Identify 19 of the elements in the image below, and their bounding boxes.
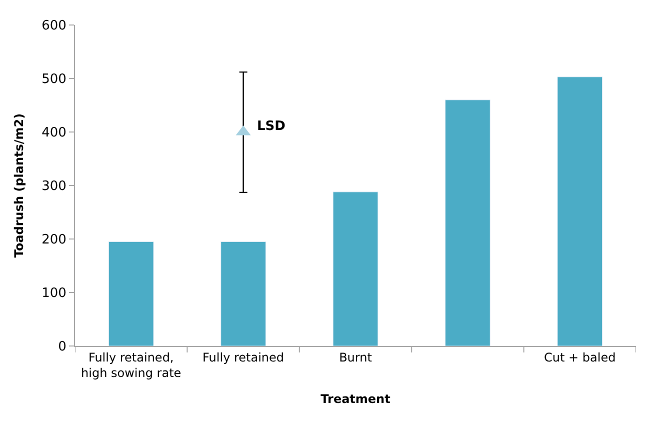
y-tick-label: 200	[42, 232, 66, 248]
y-tick-label: 500	[42, 72, 66, 88]
bar	[445, 100, 490, 346]
bar	[332, 192, 378, 346]
x-tick-label: Cut + baled	[544, 350, 616, 364]
bar	[108, 241, 154, 346]
x-tick-label: Burnt	[339, 350, 372, 364]
y-tick-label: 0	[58, 340, 66, 355]
y-axis-title: Toadrush (plants/m2)	[12, 113, 26, 258]
y-tick-label: 400	[42, 126, 66, 141]
annotation: LSD	[257, 119, 286, 134]
y-tick-label: 100	[42, 286, 66, 302]
bar	[557, 76, 603, 346]
bar	[220, 241, 266, 346]
y-tick-label: 600	[42, 18, 66, 34]
x-tick-label: Fully retained, high sowing rate	[81, 350, 182, 380]
y-tick-label: 300	[42, 179, 66, 194]
x-tick-label: Fully retained	[202, 350, 284, 364]
x-axis-title: Treatment	[320, 392, 391, 406]
